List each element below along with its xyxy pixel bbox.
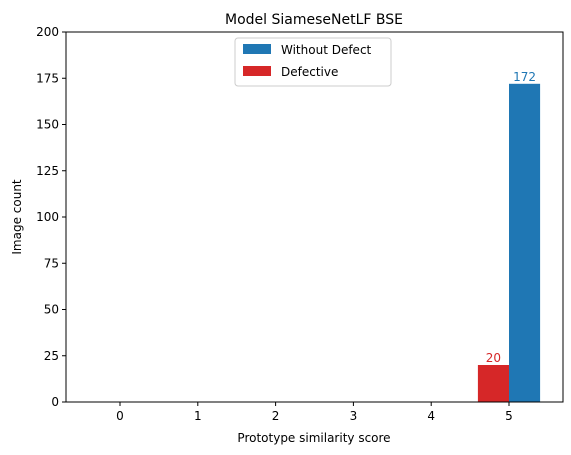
y-tick-label: 200 <box>36 25 59 39</box>
legend-label: Without Defect <box>281 43 372 57</box>
bar-value-label: 172 <box>513 70 536 84</box>
legend: Without Defect Defective <box>235 38 391 86</box>
x-axis-label: Prototype similarity score <box>237 431 390 445</box>
bar-without-defect-5 <box>509 84 540 402</box>
y-tick-label: 100 <box>36 210 59 224</box>
x-tick-label: 1 <box>194 409 202 423</box>
y-tick-label: 150 <box>36 118 59 132</box>
x-tick-label: 2 <box>272 409 280 423</box>
legend-swatch <box>243 44 271 54</box>
y-tick-label: 25 <box>44 349 59 363</box>
y-tick-label: 75 <box>44 256 59 270</box>
y-tick-label: 175 <box>36 71 59 85</box>
legend-label: Defective <box>281 65 338 79</box>
legend-swatch <box>243 66 271 76</box>
x-tick-label: 4 <box>427 409 435 423</box>
x-tick-label: 5 <box>505 409 513 423</box>
chart-title: Model SiameseNetLF BSE <box>225 12 403 28</box>
y-tick-label: 50 <box>44 303 59 317</box>
x-tick-label: 3 <box>350 409 358 423</box>
y-tick-label: 0 <box>51 395 59 409</box>
x-tick-label: 0 <box>116 409 124 423</box>
y-tick-label: 125 <box>36 164 59 178</box>
bar-value-label: 20 <box>486 351 501 365</box>
bar-defective-5 <box>478 365 509 402</box>
y-axis-label: Image count <box>10 179 24 255</box>
